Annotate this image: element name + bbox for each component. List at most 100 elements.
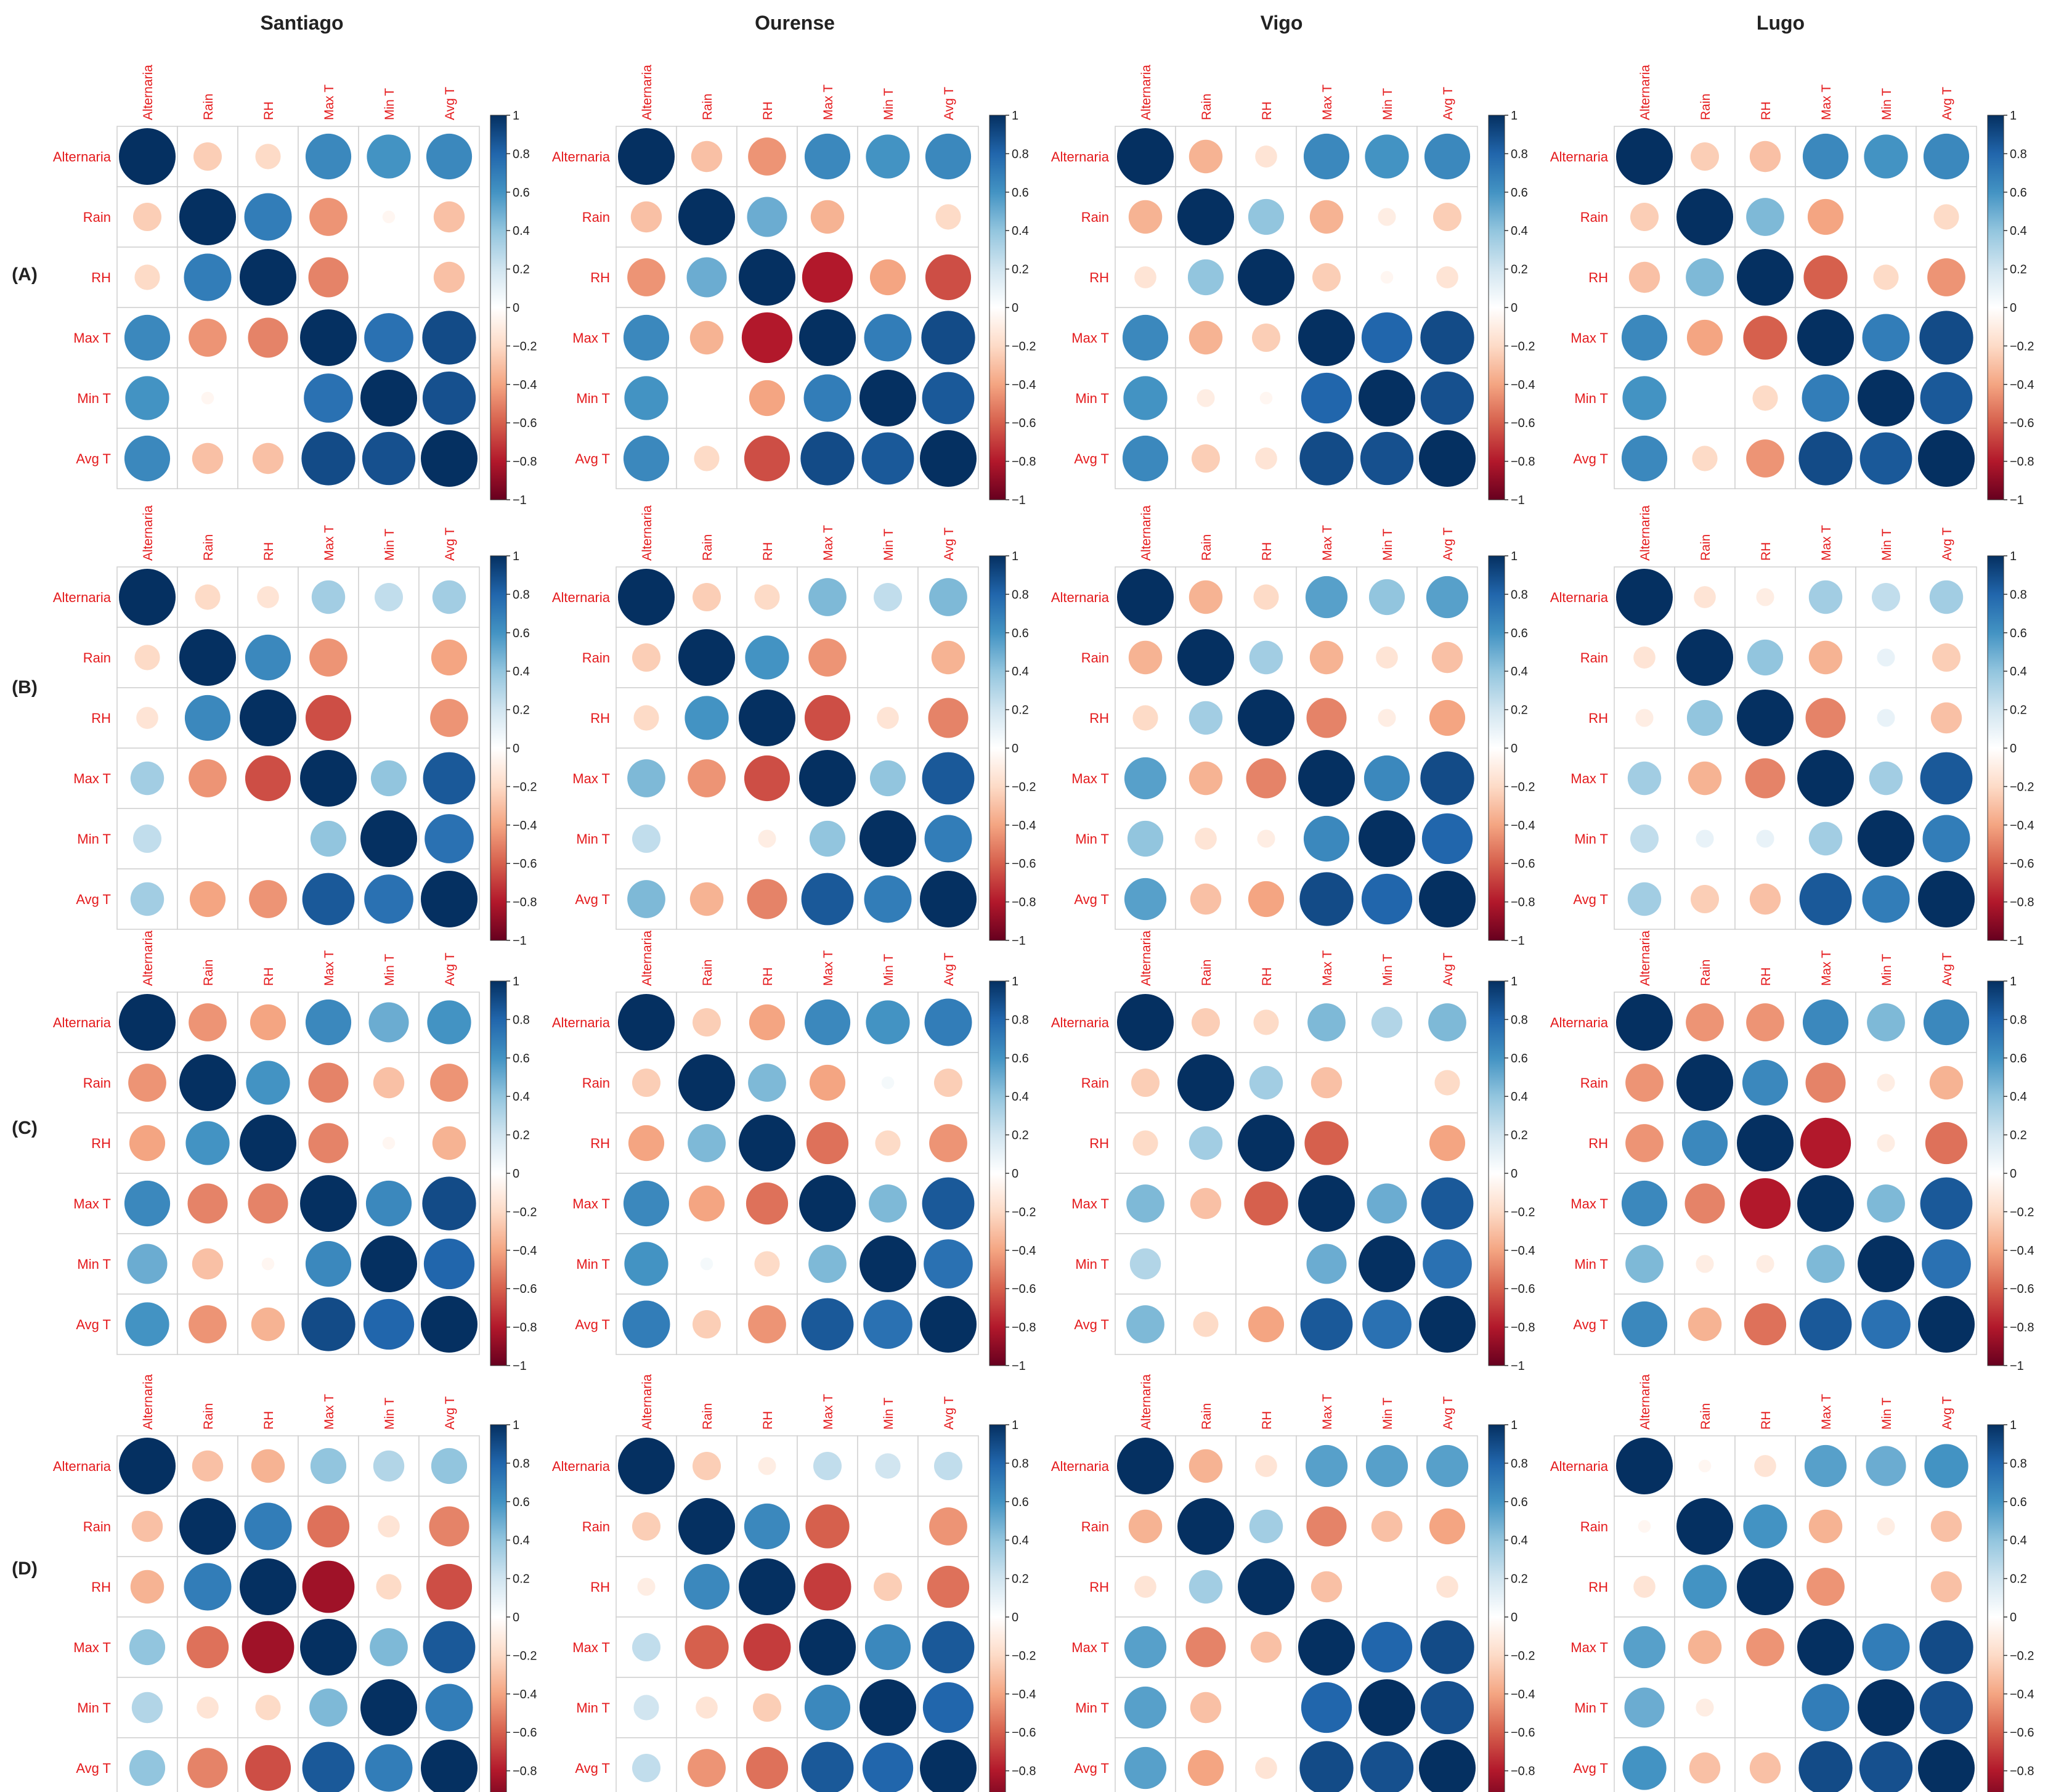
corr-circle: RH / Min T: -0.2 bbox=[875, 1130, 901, 1156]
corr-circle: Min T / Max T: 0.35 bbox=[1808, 821, 1843, 856]
corr-circle: Alternaria / Min T: 0.6 bbox=[367, 134, 411, 179]
corr-circle: Max T / Avg T: 0.85 bbox=[922, 1177, 975, 1230]
corr-circle: Max T / Max T: 1 bbox=[1797, 750, 1854, 807]
corr-circle: Max T / RH: -0.55 bbox=[746, 1182, 789, 1225]
corr-circle: Rain / Alternaria: -0.35 bbox=[1128, 200, 1163, 234]
colorbar-tick-label: −1 bbox=[2010, 934, 2024, 948]
colorbar-tick-label: 0.8 bbox=[513, 1013, 530, 1027]
colorbar bbox=[490, 1424, 507, 1792]
column-variable-label: Rain bbox=[1200, 94, 1214, 120]
colorbar-tick-label: −0.2 bbox=[513, 340, 537, 353]
corr-circle: Min T / RH: 0.1 bbox=[1756, 829, 1774, 848]
corr-circle: Avg T / Rain: -0.35 bbox=[689, 882, 724, 916]
corrplot-santiago-d: Alternaria / Alternaria: 1 Alternaria / R… bbox=[53, 1374, 537, 1792]
column-variable-label: Avg T bbox=[443, 87, 457, 120]
corr-circle: Min T / Min T: 1 bbox=[859, 1679, 916, 1736]
corr-circle: Min T / RH: -0.05 bbox=[261, 1257, 275, 1271]
colorbar-tick-label: 0.4 bbox=[2010, 1090, 2027, 1104]
corr-circle: Max T / Min T: 0.8 bbox=[1361, 1621, 1413, 1673]
colorbar-tick-label: 0.8 bbox=[2010, 588, 2027, 601]
colorbar bbox=[989, 555, 1006, 941]
grid-cell bbox=[857, 186, 919, 248]
corr-circle: Max T / RH: -0.8 bbox=[741, 312, 793, 364]
colorbar-tick-label: 1 bbox=[513, 109, 519, 123]
column-variable-label: Max T bbox=[1819, 84, 1834, 120]
corr-circle: Min T / Avg T: 0.85 bbox=[922, 372, 975, 425]
corr-circle: Alternaria / Alternaria: 1 bbox=[1117, 994, 1174, 1051]
corr-circle: Avg T / Avg T: 1 bbox=[920, 871, 977, 927]
column-variable-label: Max T bbox=[1819, 1394, 1834, 1430]
corr-circle: Avg T / Rain: -0.45 bbox=[688, 1749, 726, 1787]
corr-circle: Avg T / RH: -0.3 bbox=[252, 442, 284, 474]
corr-circle: Max T / Min T: 0.45 bbox=[1867, 1184, 1905, 1223]
corr-circle: Avg T / Min T: 0.7 bbox=[1862, 875, 1910, 923]
corr-circle: Min T / Alternaria: 0.45 bbox=[1625, 1245, 1664, 1283]
row-variable-label: Min T bbox=[1075, 831, 1109, 847]
corr-circle: Min T / Alternaria: 0.6 bbox=[1622, 376, 1667, 420]
colorbar bbox=[490, 115, 507, 500]
corr-circle: RH / Max T: -0.55 bbox=[806, 1122, 849, 1165]
column-variable-label: RH bbox=[761, 967, 775, 986]
corr-circle: RH / Max T: -0.65 bbox=[804, 694, 851, 741]
colorbar-tick-label: 0 bbox=[513, 742, 519, 755]
corr-circle: Max T / Max T: 1 bbox=[1298, 1175, 1355, 1232]
colorbar-tick-label: −0.2 bbox=[513, 780, 537, 794]
corr-circle: Avg T / Rain: -0.45 bbox=[189, 1305, 227, 1343]
corr-circle: Min T / Avg T: 0.75 bbox=[1423, 1239, 1472, 1289]
corr-circle: Rain / Min T: -0.15 bbox=[1376, 646, 1398, 669]
corr-circle: Avg T / Avg T: 1 bbox=[1419, 1740, 1476, 1792]
colorbar-tick-label: −1 bbox=[1012, 494, 1026, 507]
colorbar-tick-label: −0.2 bbox=[1012, 340, 1036, 353]
corr-circle: Min T / RH: -0.1 bbox=[1756, 1255, 1774, 1273]
colorbar-tick-label: 0.4 bbox=[513, 1090, 530, 1104]
corr-circle: Rain / RH: 0.4 bbox=[1747, 639, 1784, 676]
grid-cell bbox=[1356, 1556, 1418, 1618]
corr-circle: Rain / Max T: -0.5 bbox=[1805, 1062, 1846, 1103]
colorbar-tick-label: 0.2 bbox=[1012, 1129, 1029, 1142]
column-variable-label: Alternaria bbox=[640, 505, 654, 561]
colorbar-tick-label: −0.8 bbox=[1012, 1321, 1036, 1335]
column-variable-label: Max T bbox=[1320, 525, 1335, 561]
colorbar-tick-label: 0.6 bbox=[2010, 627, 2027, 640]
corr-circle: Rain / Avg T: -0.3 bbox=[433, 201, 465, 233]
corr-circle: Max T / Min T: 0.45 bbox=[869, 1184, 907, 1223]
corr-circle: RH / Rain: 0.45 bbox=[1686, 258, 1724, 296]
corr-circle: RH / Min T: -0.2 bbox=[1873, 264, 1899, 290]
colorbar-tick-label: 0.4 bbox=[1012, 1090, 1029, 1104]
colorbar-tick-label: 0.8 bbox=[2010, 147, 2027, 161]
corr-circle: Min T / RH: -0.1 bbox=[758, 829, 776, 848]
column-variable-label: Avg T bbox=[1441, 87, 1455, 120]
row-variable-label: Min T bbox=[77, 1256, 111, 1272]
corr-circle: Rain / Alternaria: -0.25 bbox=[1131, 1069, 1160, 1097]
corr-circle: Alternaria / Avg T: 0.65 bbox=[1424, 133, 1471, 180]
row-variable-label: Avg T bbox=[575, 1761, 610, 1776]
corr-circle: Alternaria / Avg T: 0.65 bbox=[925, 133, 972, 180]
grid-cell bbox=[857, 627, 919, 688]
corr-circle: Alternaria / Min T: 0.6 bbox=[866, 134, 910, 179]
corr-circle: Avg T / RH: -0.5 bbox=[747, 879, 787, 919]
row-variable-label: Max T bbox=[572, 1640, 610, 1655]
colorbar bbox=[1488, 115, 1505, 500]
column-variable-label: Rain bbox=[201, 959, 216, 986]
column-variable-label: RH bbox=[1759, 542, 1773, 561]
corr-circle: Avg T / Alternaria: 0.35 bbox=[130, 882, 165, 916]
row-variable-label: Alternaria bbox=[1051, 149, 1110, 165]
corr-circle: Rain / Rain: 1 bbox=[179, 1498, 236, 1555]
row-variable-label: Alternaria bbox=[1550, 149, 1609, 165]
corr-circle: RH / Rain: 0.35 bbox=[1189, 1570, 1223, 1604]
corr-circle: Alternaria / Rain: -0.45 bbox=[1686, 1003, 1724, 1041]
row-variable-label: Rain bbox=[1580, 650, 1608, 666]
corr-circle: Rain / Avg T: -0.2 bbox=[1933, 204, 1959, 230]
colorbar-tick-label: −0.8 bbox=[1511, 896, 1535, 910]
column-variable-label: Rain bbox=[1200, 1403, 1214, 1430]
corr-circle: RH / RH: 1 bbox=[240, 1558, 296, 1615]
row-variable-label: Min T bbox=[576, 391, 610, 406]
corr-circle: Max T / Rain: -0.45 bbox=[189, 759, 227, 797]
corr-circle: Alternaria / Min T: 0.4 bbox=[1368, 579, 1405, 616]
colorbar-tick-label: 0.8 bbox=[513, 147, 530, 161]
corr-circle: Min T / RH: -0.4 bbox=[749, 380, 786, 417]
corr-circle: Max T / RH: -0.65 bbox=[245, 755, 291, 802]
corr-circle: RH / Rain: 0.6 bbox=[185, 1121, 230, 1165]
corr-circle: Rain / Min T: -0.3 bbox=[1371, 1510, 1403, 1542]
colorbar-tick-label: −0.4 bbox=[1012, 819, 1036, 833]
